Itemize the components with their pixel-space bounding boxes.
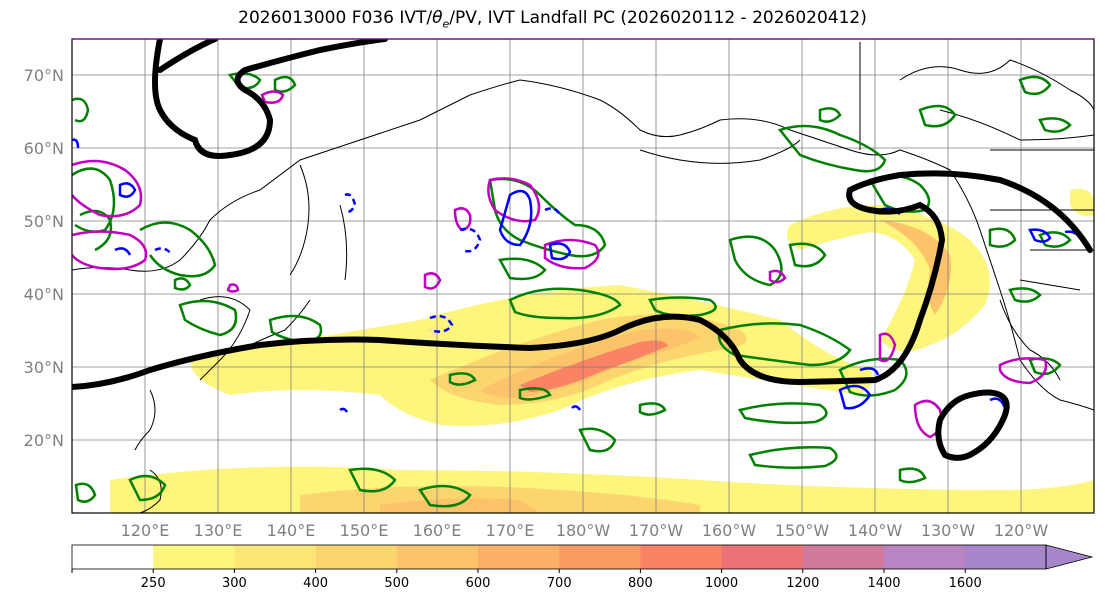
colorbar-tick-label: 700	[547, 576, 572, 591]
colorbar-tick-label: 250	[141, 576, 166, 591]
lon-label-170e: 170°E	[486, 521, 535, 540]
lon-label-180w: 180°W	[556, 521, 611, 540]
colorbar-segments	[72, 545, 1047, 569]
colorbar-tick-label: 1400	[867, 576, 900, 591]
colorbar-segment	[802, 545, 885, 569]
graticule	[72, 39, 1094, 513]
colorbar-segment	[315, 545, 398, 569]
ivt-band-300-north	[786, 205, 990, 352]
colorbar-segment	[721, 545, 804, 569]
colorbar-tick-label: 800	[628, 576, 653, 591]
lat-label-70: 70°N	[24, 66, 64, 85]
coastlines	[72, 42, 1094, 513]
colorbar-tick-label: 1200	[786, 576, 819, 591]
colorbar-segment	[559, 545, 641, 569]
lat-label-20: 20°N	[24, 431, 64, 450]
colorbar-segment	[72, 545, 154, 569]
lon-label-120w: 120°W	[994, 521, 1049, 540]
colorbar-segment	[153, 545, 235, 569]
lon-label-120e: 120°E	[121, 521, 170, 540]
colorbar-extend-arrow	[1045, 544, 1094, 570]
ivt-band-tropics-600	[380, 498, 540, 513]
lon-label-140w: 140°W	[848, 521, 903, 540]
colorbar-tick-label: 300	[222, 576, 247, 591]
map-title: 2026013000 F036 IVT/θe/PV, IVT Landfall …	[238, 8, 867, 31]
longitude-labels: 120°E 130°E 140°E 150°E 160°E 170°E 180°…	[121, 521, 1049, 540]
ivt-band-800	[520, 340, 668, 392]
landfall-contour	[72, 39, 1093, 461]
lon-label-150e: 150°E	[340, 521, 389, 540]
colorbar-tick-label: 400	[303, 576, 328, 591]
lon-label-150w: 150°W	[775, 521, 830, 540]
lon-label-130e: 130°E	[194, 521, 243, 540]
lon-label-160w: 160°W	[702, 521, 757, 540]
colorbar-segment	[234, 545, 317, 569]
colorbar: 250 300 400 500 600 700 800 1000 1200 1400 1600	[71, 544, 1094, 591]
latitude-labels: 70°N 60°N 50°N 40°N 30°N 20°N	[24, 66, 64, 450]
lon-label-130w: 130°W	[921, 521, 976, 540]
lat-label-60: 60°N	[24, 139, 64, 158]
colorbar-segment	[396, 545, 479, 569]
colorbar-segment	[478, 545, 560, 569]
colorbar-tick-label: 500	[384, 576, 409, 591]
pv-contours-blue	[72, 138, 1082, 413]
lat-label-40: 40°N	[24, 285, 64, 304]
colorbar-segment	[965, 545, 1047, 569]
colorbar-segment	[640, 545, 723, 569]
colorbar-segment	[884, 545, 966, 569]
lon-label-160e: 160°E	[413, 521, 462, 540]
pv-contours-magenta	[72, 90, 1048, 439]
colorbar-tick-label: 1000	[705, 576, 738, 591]
lon-label-140e: 140°E	[267, 521, 316, 540]
colorbar-ticks: 250 300 400 500 600 700 800 1000 1200 1400 1600	[71, 569, 982, 591]
lat-label-30: 30°N	[24, 358, 64, 377]
colorbar-tick-label: 1600	[949, 576, 982, 591]
ivt-band-north-600	[880, 220, 951, 315]
lat-label-50: 50°N	[24, 212, 64, 231]
ivt-band-300-east	[1070, 188, 1094, 217]
colorbar-tick-label: 600	[466, 576, 491, 591]
lon-label-170w: 170°W	[629, 521, 684, 540]
